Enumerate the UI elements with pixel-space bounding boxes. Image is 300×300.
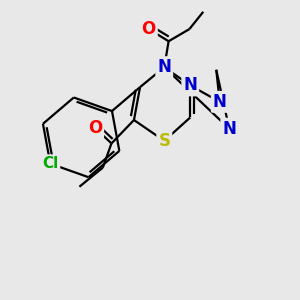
Text: Cl: Cl: [42, 156, 58, 171]
Text: O: O: [88, 119, 102, 137]
Text: N: N: [213, 93, 227, 111]
Text: O: O: [142, 20, 156, 38]
Text: N: N: [183, 76, 197, 94]
Text: N: N: [158, 58, 171, 76]
Text: S: S: [158, 132, 170, 150]
Text: N: N: [222, 120, 236, 138]
